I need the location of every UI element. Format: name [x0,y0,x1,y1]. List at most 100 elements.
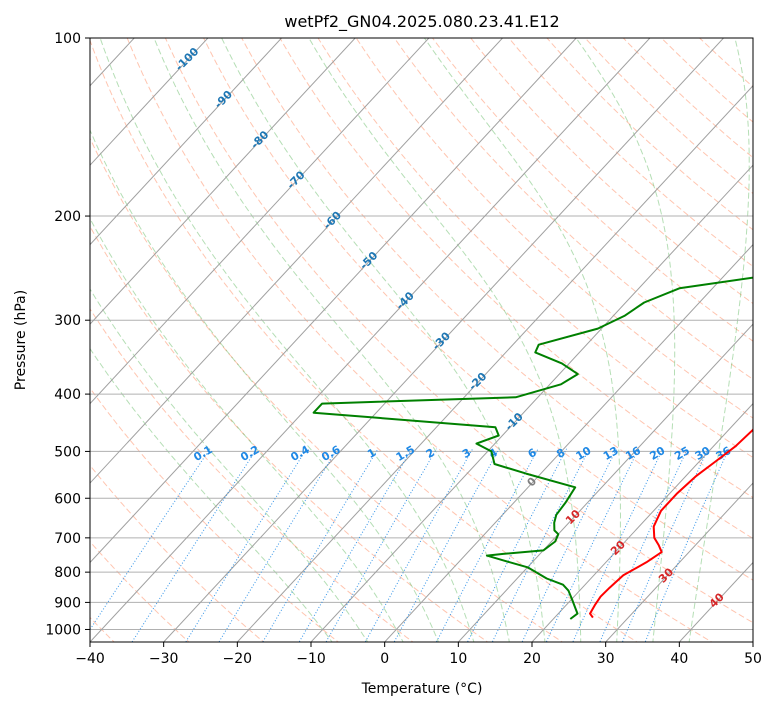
mixing-ratio-label: 1 [365,446,378,461]
dry-adiabat-70 [241,38,753,540]
dewpoint-trace [312,276,753,620]
mixing-ratio-label: 0.6 [319,443,343,464]
moist-adiabat-35 [575,38,676,642]
chart-title: wetPf2_GN04.2025.080.23.41.E12 [284,12,559,32]
x-tick-label: 30 [597,651,615,667]
isotherm--40 [90,38,651,642]
y-tick-label: 900 [54,595,81,611]
mixing-ratio-line-11 [491,448,590,642]
moist-adiabat-30 [423,38,621,642]
moist-adiabat--5 [90,288,369,642]
dry-adiabat-90 [317,38,753,459]
isotherm--130 [0,11,12,654]
mixing-ratio-label: 2 [424,446,437,461]
isotherm-30 [604,482,753,642]
mixing-ratio-line-17 [644,448,730,642]
isotherm-0 [383,243,753,642]
moist-adiabat-10 [99,38,475,642]
isotherm-20 [531,402,753,642]
y-tick-label: 200 [54,209,81,225]
y-tick-label: 100 [54,31,81,47]
moist-adiabat-20 [221,38,546,642]
dry-adiabat-80 [279,38,753,499]
mixing-ratio-line-3 [218,448,338,642]
dry-adiabat-180 [660,38,753,123]
isotherm--20 [236,84,753,642]
isotherm--90 [90,38,283,246]
y-tick-label: 600 [54,491,81,507]
mixing-ratio-line-1 [131,448,258,642]
isotherm--30 [162,38,725,642]
y-tick-label: 800 [54,565,81,581]
mixing-ratio-line-15 [599,448,688,642]
mixing-ratio-line-7 [364,448,474,642]
dry-adiabats [90,38,753,642]
mixing-ratio-label: 1.5 [394,443,417,464]
mixing-ratio-line-8 [393,448,500,642]
dry-adiabat-120 [431,38,753,342]
mixing-ratio-label: 6 [526,446,539,461]
x-tick-label: 50 [744,651,762,667]
dry-adiabat-50 [164,38,753,624]
dry-adiabat--10 [90,387,340,642]
x-tick-label: −40 [75,651,105,667]
plot-frame [89,37,754,643]
isotherms [0,11,753,654]
mixing-ratio-line-6 [325,448,437,642]
x-tick-label: 0 [380,651,389,667]
mixing-ratio-label: 16 [623,444,643,463]
mixing-ratio-line-10 [466,448,568,642]
dry-adiabat-0 [90,307,414,642]
dry-adiabat-170 [622,38,753,159]
dry-adiabat-100 [355,38,753,419]
x-axis-label: Temperature (°C) [361,681,483,697]
mixing-ratio-label: 20 [648,444,668,463]
moist-adiabats [90,38,750,642]
mixing-ratio-label: 10 [574,444,594,463]
mixing-ratio-line-4 [262,448,379,642]
x-tick-label: −20 [223,651,253,667]
y-axis-label: Pressure (hPa) [13,290,29,390]
isotherm--10 [310,164,753,642]
y-tick-label: 300 [54,313,81,329]
isotherm--70 [90,38,430,405]
mixing-ratio-line-12 [521,448,618,642]
dry-adiabat-190 [698,38,753,88]
mixing-ratio-label: 3 [460,446,473,461]
x-tick-label: 10 [449,651,467,667]
x-tick-label: −30 [149,651,179,667]
dry-adiabat-60 [203,38,753,581]
plot-area: -100-90-80-70-60-50-40-30-20-10010203040… [0,11,753,654]
y-tick-label: 400 [54,387,81,403]
isotherm--100 [90,38,209,166]
moist-adiabat-5 [90,128,440,642]
dry-adiabat-40 [126,38,713,642]
isotherm--60 [90,38,504,484]
dry-adiabat-30 [90,38,638,642]
y-tick-label: 1000 [45,622,81,638]
mixing-ratio-line-9 [435,448,539,642]
dry-adiabat-10 [90,225,489,642]
mixing-ratio-line-0 [90,448,211,631]
x-axis: −40 −30 −20 −10 0 10 20 30 40 50 [75,642,762,667]
y-tick-label: 500 [54,444,81,460]
moist-adiabat-25 [308,38,582,642]
isotherm--50 [90,38,577,564]
mixing-ratio-labels: 0.1 0.2 0.4 0.6 1 1.5 2 3 4 6 8 10 13 16 20 25 30 36 [191,443,733,464]
x-tick-label: 20 [523,651,541,667]
mixing-ratio-line-13 [545,448,640,642]
mixing-ratio-lines [90,448,730,642]
y-tick-label: 700 [54,531,81,547]
mixing-ratio-line-14 [572,448,664,642]
x-tick-label: −10 [296,651,326,667]
moist-adiabat-15 [153,38,510,642]
moist-adiabat--10 [90,347,333,642]
mixing-ratio-label: 13 [601,444,621,463]
mixing-ratio-line-5 [298,448,413,642]
dry-adiabat-20 [90,137,564,642]
moist-adiabat-40 [688,38,750,642]
y-axis: 100 200 300 400 500 600 700 800 900 1000 [45,31,90,638]
x-tick-label: 40 [670,651,688,667]
